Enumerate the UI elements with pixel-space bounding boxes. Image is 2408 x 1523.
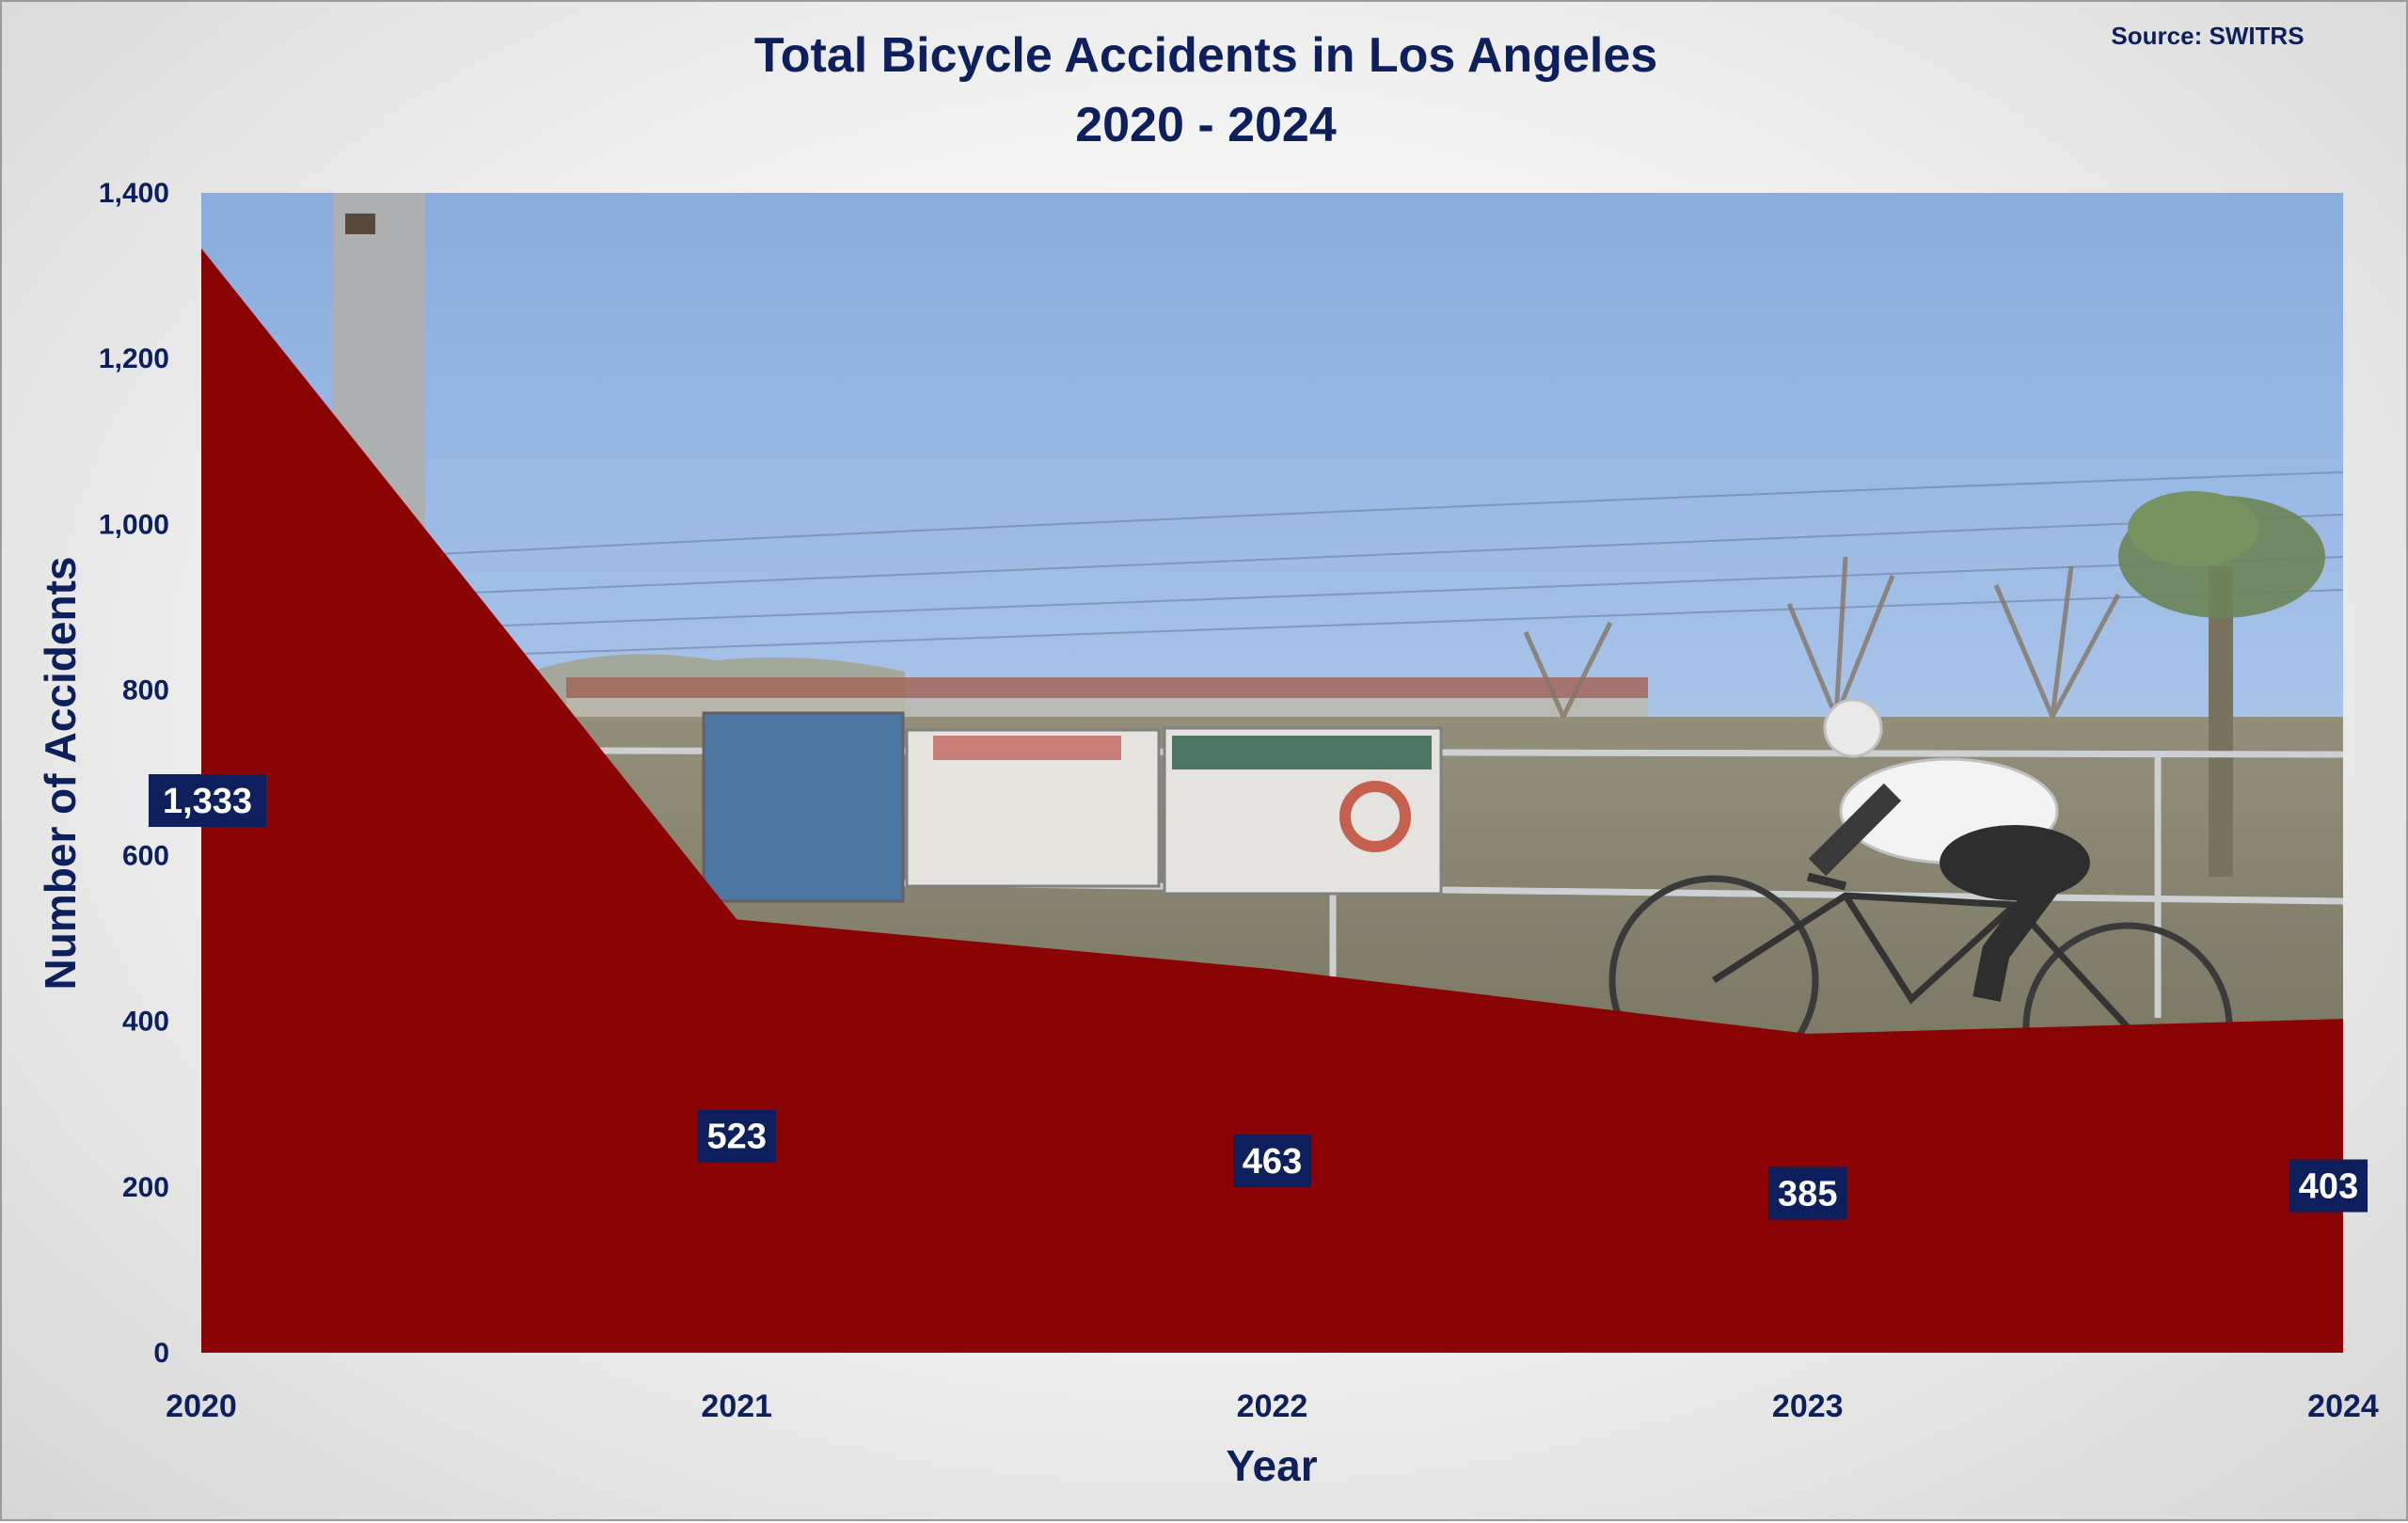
tree-branches [1523,556,2121,719]
y-tick-label: 0 [153,1338,169,1369]
y-axis-title: Number of Accidents [36,557,85,991]
data-label: 385 [1768,1166,1847,1220]
y-tick-label: 600 [122,841,169,872]
x-tick-label: 2024 [2307,1388,2379,1424]
x-tick-label: 2020 [166,1388,237,1424]
data-label-text: 523 [707,1118,767,1157]
y-tick-label: 200 [122,1172,169,1203]
x-tick-label: 2023 [1772,1388,1844,1424]
x-axis-title: Year [1226,1441,1317,1490]
y-tick-label: 1,400 [99,178,169,209]
y-tick-label: 1,200 [99,343,169,374]
data-label: 403 [2289,1159,2368,1213]
data-label-box [2289,1159,2368,1213]
x-tick-label: 2021 [701,1388,772,1424]
area-series [201,248,2343,1354]
data-label: 1,333 [149,774,266,828]
pole-sticker [345,214,375,234]
x-tick-label: 2022 [1237,1388,1308,1424]
data-label-box [1233,1134,1311,1188]
building-roof [566,677,1648,698]
chart-title-line-2: 2020 - 2024 [1075,98,1337,152]
data-label: 523 [697,1109,776,1163]
data-label-text: 1,333 [163,782,252,821]
data-label-text: 403 [2299,1167,2358,1207]
y-tick-label: 800 [122,674,169,706]
chart-title-line-1: Total Bicycle Accidents in Los Angeles [754,28,1657,83]
y-tick-label: 1,000 [99,509,169,540]
x-axis-ticks: 2020 2021 2022 2023 2024 [166,1388,2379,1424]
source-note: Source: SWITRS [2111,22,2304,50]
y-axis-ticks: 0 200 400 600 800 1,000 1,200 1,400 [99,178,169,1369]
data-label-box [1768,1166,1847,1220]
data-label-box [149,774,266,828]
palm-tree [2118,491,2325,877]
data-labels: 1,333 523 463 385 403 [149,774,2368,1220]
cyclist [1608,698,2233,1133]
data-label-text: 463 [1243,1142,1302,1182]
data-label-box [697,1109,776,1163]
river-signs [702,711,1443,903]
data-label-text: 385 [1778,1174,1837,1214]
y-tick-label: 400 [122,1007,169,1038]
data-label: 463 [1233,1134,1311,1188]
